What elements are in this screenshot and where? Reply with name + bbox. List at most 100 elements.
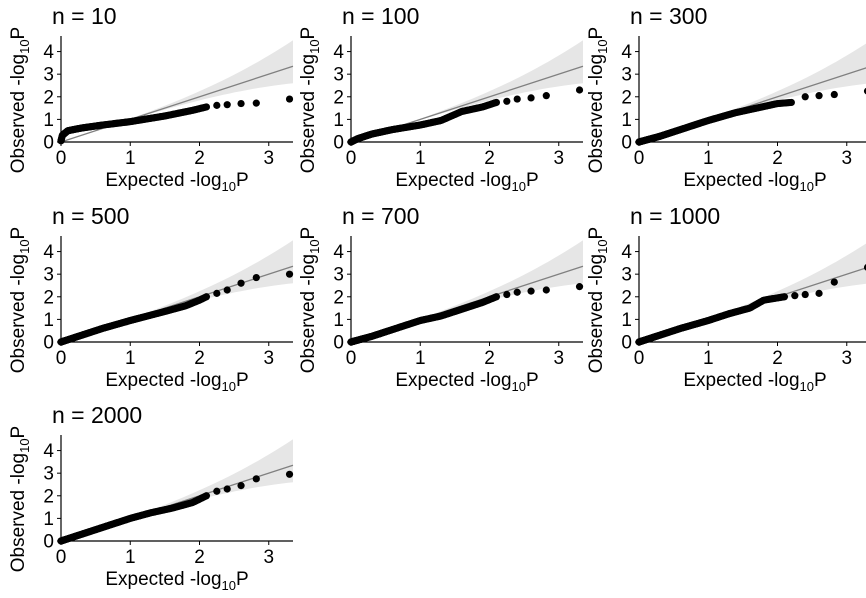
x-tick-label: 1 bbox=[415, 348, 426, 369]
y-tick-label: 3 bbox=[621, 265, 632, 286]
y-tick-label: 2 bbox=[43, 87, 54, 108]
confidence-band bbox=[639, 43, 866, 142]
data-point bbox=[202, 293, 211, 301]
y-axis-title: Observed -log10P bbox=[298, 27, 322, 174]
data-point bbox=[527, 287, 535, 295]
x-tick-label: 2 bbox=[484, 148, 495, 169]
y-tick-label: 3 bbox=[621, 65, 632, 86]
y-axis-title: Observed -log10P bbox=[298, 227, 322, 374]
data-point bbox=[791, 292, 799, 300]
y-tick-label: 3 bbox=[43, 464, 54, 485]
y-tick-label: 3 bbox=[43, 65, 54, 86]
confidence-band bbox=[351, 40, 583, 142]
x-tick-label: 2 bbox=[772, 148, 783, 169]
x-tick-label: 2 bbox=[484, 348, 495, 369]
panel-title: n = 300 bbox=[630, 3, 707, 29]
y-tick-label: 4 bbox=[43, 242, 54, 263]
data-point bbox=[202, 492, 211, 500]
data-point bbox=[503, 97, 511, 105]
x-axis-title: Expected -log10P bbox=[105, 170, 248, 194]
panel-title: n = 10 bbox=[52, 3, 117, 29]
x-tick-label: 0 bbox=[56, 547, 67, 568]
y-tick-label: 2 bbox=[621, 87, 632, 108]
y-tick-label: 0 bbox=[333, 133, 344, 154]
panel-title: n = 700 bbox=[342, 203, 419, 229]
data-point bbox=[830, 278, 838, 286]
data-point bbox=[237, 279, 245, 287]
data-point bbox=[285, 470, 294, 478]
x-tick-label: 1 bbox=[125, 348, 136, 369]
data-point bbox=[492, 293, 501, 301]
x-tick-label: 3 bbox=[841, 148, 852, 169]
panel-title: n = 1000 bbox=[630, 203, 720, 229]
data-point bbox=[252, 475, 260, 483]
y-tick-label: 1 bbox=[43, 110, 54, 131]
y-tick-label: 0 bbox=[621, 333, 632, 354]
y-axis-title: Observed -log10P bbox=[586, 227, 610, 374]
x-tick-label: 2 bbox=[194, 547, 205, 568]
x-tick-label: 0 bbox=[346, 348, 357, 369]
data-point bbox=[863, 264, 866, 271]
y-axis-title: Observed -log10P bbox=[8, 227, 32, 374]
x-axis-title: Expected -log10P bbox=[105, 370, 248, 394]
x-tick-label: 3 bbox=[263, 148, 274, 169]
x-tick-label: 1 bbox=[415, 148, 426, 169]
data-point bbox=[202, 103, 211, 111]
y-tick-label: 3 bbox=[333, 65, 344, 86]
data-point bbox=[527, 94, 535, 102]
y-tick-label: 1 bbox=[43, 310, 54, 331]
confidence-band bbox=[61, 240, 293, 342]
data-point bbox=[213, 289, 221, 297]
x-tick-label: 3 bbox=[841, 348, 852, 369]
y-tick-label: 4 bbox=[43, 42, 54, 63]
x-tick-label: 1 bbox=[703, 348, 714, 369]
x-tick-label: 1 bbox=[125, 547, 136, 568]
data-point bbox=[787, 98, 795, 107]
x-axis-title: Expected -log10P bbox=[395, 170, 538, 194]
x-tick-label: 1 bbox=[703, 148, 714, 169]
y-tick-label: 4 bbox=[621, 42, 632, 63]
y-tick-label: 0 bbox=[43, 532, 54, 553]
data-point bbox=[492, 98, 501, 107]
data-point bbox=[223, 286, 231, 294]
data-point bbox=[542, 286, 550, 294]
y-tick-label: 4 bbox=[333, 42, 344, 63]
y-tick-label: 1 bbox=[43, 509, 54, 530]
y-tick-label: 4 bbox=[43, 441, 54, 462]
y-tick-label: 1 bbox=[333, 110, 344, 131]
x-tick-label: 0 bbox=[634, 348, 645, 369]
y-axis-title: Observed -log10P bbox=[8, 27, 32, 174]
y-tick-label: 0 bbox=[43, 333, 54, 354]
y-tick-label: 1 bbox=[621, 310, 632, 331]
x-axis-title: Expected -log10P bbox=[683, 370, 826, 394]
data-point bbox=[503, 290, 511, 299]
confidence-band bbox=[639, 243, 866, 342]
y-tick-label: 3 bbox=[333, 265, 344, 286]
x-tick-label: 0 bbox=[634, 148, 645, 169]
data-point bbox=[513, 288, 521, 296]
x-tick-label: 3 bbox=[263, 547, 274, 568]
y-tick-label: 1 bbox=[333, 310, 344, 331]
y-tick-label: 2 bbox=[621, 287, 632, 308]
y-tick-label: 1 bbox=[621, 110, 632, 131]
x-tick-label: 2 bbox=[194, 348, 205, 369]
data-point bbox=[285, 95, 294, 103]
data-point bbox=[223, 485, 231, 493]
x-tick-label: 3 bbox=[553, 348, 564, 369]
data-point bbox=[801, 93, 809, 101]
x-axis-title: Expected -log10P bbox=[105, 569, 248, 593]
panel-title: n = 500 bbox=[52, 203, 129, 229]
y-tick-label: 2 bbox=[43, 486, 54, 507]
y-tick-label: 3 bbox=[43, 265, 54, 286]
data-point bbox=[575, 86, 584, 94]
panel-title: n = 100 bbox=[342, 3, 419, 29]
data-point bbox=[830, 90, 838, 99]
x-tick-label: 0 bbox=[346, 148, 357, 169]
data-point bbox=[213, 487, 221, 495]
